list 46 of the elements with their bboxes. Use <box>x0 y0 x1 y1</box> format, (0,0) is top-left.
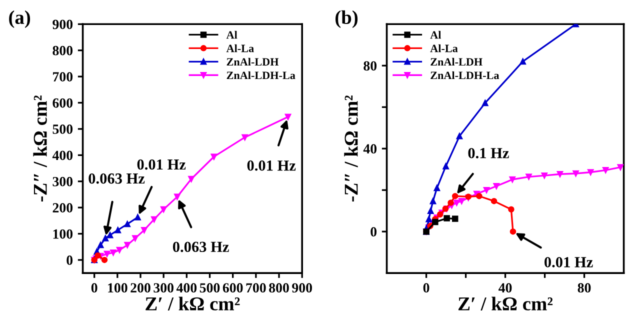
legend-label: ZnAl-LDH-La <box>430 71 500 80</box>
x-tick-label: 40 <box>498 283 512 293</box>
x-tick-label: 100 <box>108 283 128 293</box>
y-tick-label: 600 <box>52 98 73 108</box>
annotation: 0.01 Hz <box>544 257 593 268</box>
x-tick-label: 700 <box>246 283 266 293</box>
legend-label: Al <box>226 30 238 39</box>
x-tick-label: 0 <box>91 283 98 293</box>
legend-label: ZnAl-LDH <box>430 58 482 66</box>
legend-label: ZnAl-LDH <box>226 58 279 66</box>
x-axis-title: Z′ / kΩ cm² <box>146 296 240 310</box>
x-tick-label: 400 <box>176 283 197 293</box>
x-tick-label: 600 <box>222 283 243 293</box>
legend-label: Al <box>430 30 442 39</box>
legend-label: ZnAl-LDH-La <box>226 71 296 80</box>
annotation: 0.063 Hz <box>88 173 145 184</box>
y-tick-label: 500 <box>52 124 73 134</box>
y-tick-label: 700 <box>53 72 73 82</box>
legend-label: Al-La <box>226 44 254 52</box>
x-tick-label: 300 <box>154 283 174 293</box>
y-tick-label: 40 <box>363 144 377 154</box>
y-tick-label: 300 <box>52 176 73 186</box>
y-tick-label: 0 <box>66 256 73 265</box>
x-tick-label: 900 <box>292 283 312 293</box>
x-axis-title: Z′ / kΩ cm² <box>458 296 553 310</box>
y-axis-title: -Z″ / kΩ cm² <box>33 95 47 202</box>
legend-label: Al-La <box>430 44 458 52</box>
x-tick-label: 80 <box>578 283 591 293</box>
x-tick-label: 200 <box>130 283 150 293</box>
y-tick-label: 900 <box>52 20 73 30</box>
x-tick-label: 500 <box>200 283 220 293</box>
annotation: 0.063 Hz <box>172 242 229 252</box>
annotation: 0.01 Hz <box>137 159 186 170</box>
chart-title: (b) <box>336 10 358 28</box>
y-tick-label: 400 <box>52 150 73 160</box>
y-axis-title: -Z″ / kΩ cm² <box>344 95 358 202</box>
y-tick-label: 200 <box>52 203 73 213</box>
y-tick-label: 800 <box>52 46 73 56</box>
annotation: 0.1 Hz <box>468 148 509 158</box>
chart-title: (a) <box>9 10 30 28</box>
y-tick-label: 0 <box>370 227 377 237</box>
annotation: 0.01 Hz <box>247 160 296 171</box>
x-tick-label: 0 <box>423 283 430 293</box>
y-tick-label: 80 <box>364 61 377 71</box>
y-tick-label: 100 <box>53 229 73 239</box>
x-tick-label: 800 <box>269 283 289 293</box>
